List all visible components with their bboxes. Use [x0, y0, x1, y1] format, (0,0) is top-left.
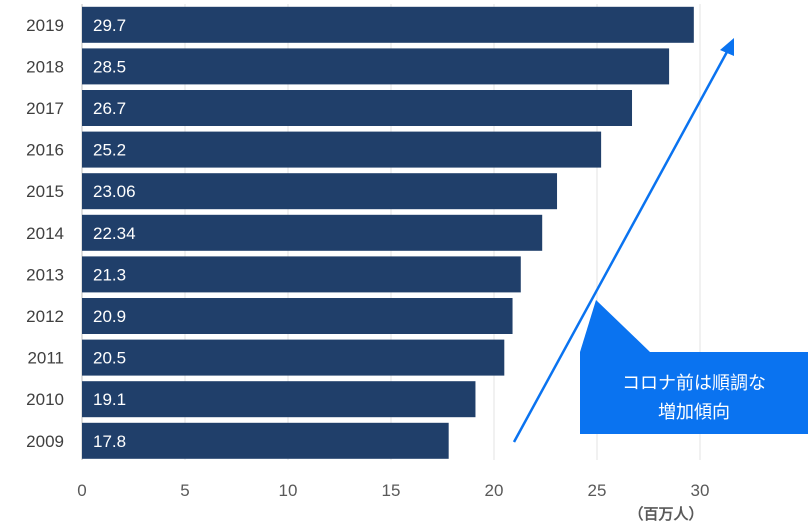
bar-2010: [82, 381, 476, 418]
y-tick-label-2009: 2009: [26, 432, 64, 451]
bar-2009: [82, 422, 449, 459]
trend-arrow: [512, 38, 734, 443]
y-tick-label-2010: 2010: [26, 390, 64, 409]
bar-2011: [82, 339, 505, 376]
trend-arrow-line: [512, 49, 730, 443]
bar-2013: [82, 256, 521, 293]
callout: コロナ前は順調な 増加傾向: [580, 300, 808, 434]
bar-2016: [82, 131, 602, 168]
data-label-2018: 28.5: [93, 57, 126, 76]
x-tick-labels: 0 5 10 15 20 25 30: [77, 481, 709, 500]
data-label-2011: 20.5: [93, 349, 126, 368]
callout-line-1: コロナ前は順調な: [622, 373, 766, 394]
data-label-2019: 29.7: [93, 16, 126, 35]
bar-2014: [82, 214, 543, 251]
x-tick-label: 5: [180, 481, 189, 500]
bar-2017: [82, 90, 633, 126]
y-tick-label-2017: 2017: [26, 99, 64, 118]
x-tick-label: 25: [588, 481, 607, 500]
x-tick-label: 15: [382, 481, 401, 500]
data-label-2013: 21.3: [93, 265, 126, 284]
x-axis-unit: （百万人）: [628, 505, 703, 523]
y-tick-labels: 2019 2018 2017 2016 2015 2014 2013 2012 2011 2010…: [26, 16, 64, 451]
y-tick-label-2012: 2012: [26, 307, 64, 326]
x-tick-label: 0: [77, 481, 86, 500]
data-label-2014: 22.34: [93, 224, 136, 243]
y-tick-label-2013: 2013: [26, 265, 64, 284]
y-tick-label-2016: 2016: [26, 141, 64, 160]
bar-2015: [82, 173, 558, 210]
y-tick-label-2015: 2015: [26, 182, 64, 201]
data-label-2009: 17.8: [93, 432, 126, 451]
callout-pointer: [580, 300, 650, 352]
data-label-2012: 20.9: [93, 307, 126, 326]
x-tick-label: 30: [691, 481, 710, 500]
bar-2012: [82, 298, 513, 334]
data-label-2017: 26.7: [93, 99, 126, 118]
y-tick-label-2018: 2018: [26, 57, 64, 76]
y-tick-label-2014: 2014: [26, 224, 64, 243]
trend-arrow-head: [720, 38, 734, 56]
callout-line-2: 増加傾向: [658, 402, 730, 423]
callout-box: [580, 352, 808, 434]
x-tick-label: 10: [279, 481, 298, 500]
bar-2018: [82, 48, 670, 85]
data-label-2016: 25.2: [93, 141, 126, 160]
data-label-2015: 23.06: [93, 182, 136, 201]
y-tick-label-2011: 2011: [27, 349, 64, 368]
data-label-2010: 19.1: [93, 390, 126, 409]
y-tick-label-2019: 2019: [26, 16, 64, 35]
bar-2019: [82, 6, 694, 43]
x-tick-label: 20: [485, 481, 504, 500]
bars: 29.7 28.5 26.7 25.2 23.06 22.34 21.3 20.9 20.5 19…: [82, 6, 694, 459]
